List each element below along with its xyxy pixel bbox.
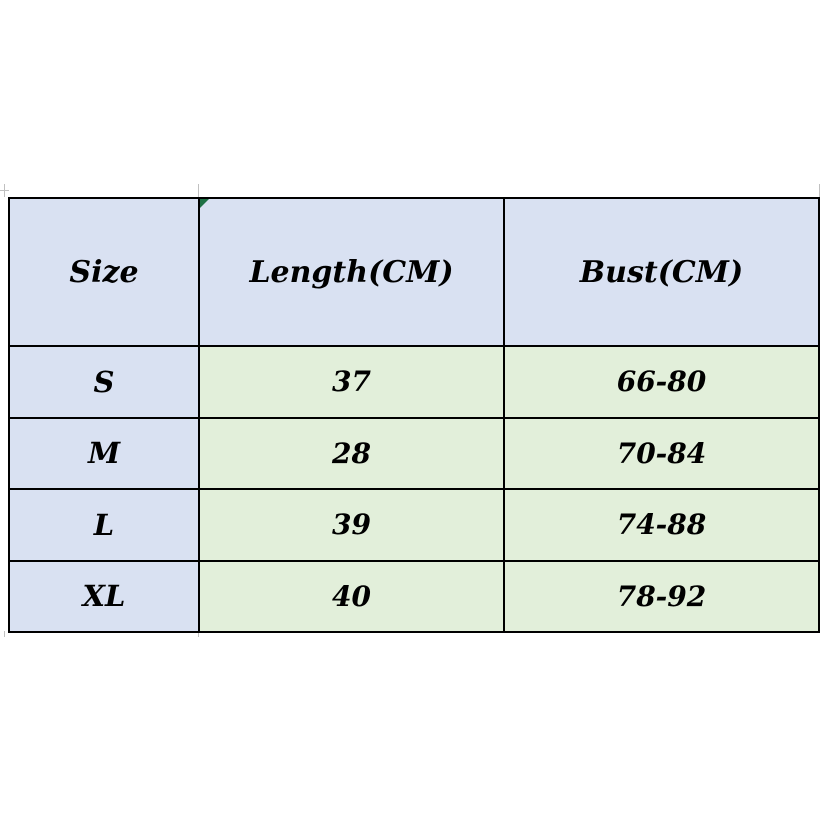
size-cell: S <box>8 345 200 419</box>
column-header-length: Length(CM) <box>198 197 505 347</box>
header-row: Size Length(CM) Bust(CM) <box>8 197 820 347</box>
size-cell: L <box>8 488 200 562</box>
gridline-stub <box>198 184 199 197</box>
bust-cell: 66-80 <box>503 345 820 419</box>
size-chart-table: Size Length(CM) Bust(CM) S 37 66-80 M 28… <box>8 197 820 633</box>
bust-cell: 74-88 <box>503 488 820 562</box>
length-cell: 37 <box>198 345 505 419</box>
gridline-stub <box>4 631 5 637</box>
table-row-xl: XL 40 78-92 <box>8 559 820 633</box>
column-header-bust: Bust(CM) <box>503 197 820 347</box>
size-cell: XL <box>8 559 200 633</box>
table-row-s: S 37 66-80 <box>8 345 820 419</box>
table-row-m: M 28 70-84 <box>8 416 820 490</box>
gridline-stub <box>819 184 820 197</box>
bust-cell: 70-84 <box>503 416 820 490</box>
size-cell: M <box>8 416 200 490</box>
gridline-stub <box>198 631 199 637</box>
gridline-stub <box>0 190 9 191</box>
cell-corner-flag-icon <box>200 199 209 208</box>
table-row-l: L 39 74-88 <box>8 488 820 562</box>
column-header-size: Size <box>8 197 200 347</box>
length-cell: 40 <box>198 559 505 633</box>
length-cell: 28 <box>198 416 505 490</box>
bust-cell: 78-92 <box>503 559 820 633</box>
column-header-length-label: Length(CM) <box>249 254 454 290</box>
length-cell: 39 <box>198 488 505 562</box>
